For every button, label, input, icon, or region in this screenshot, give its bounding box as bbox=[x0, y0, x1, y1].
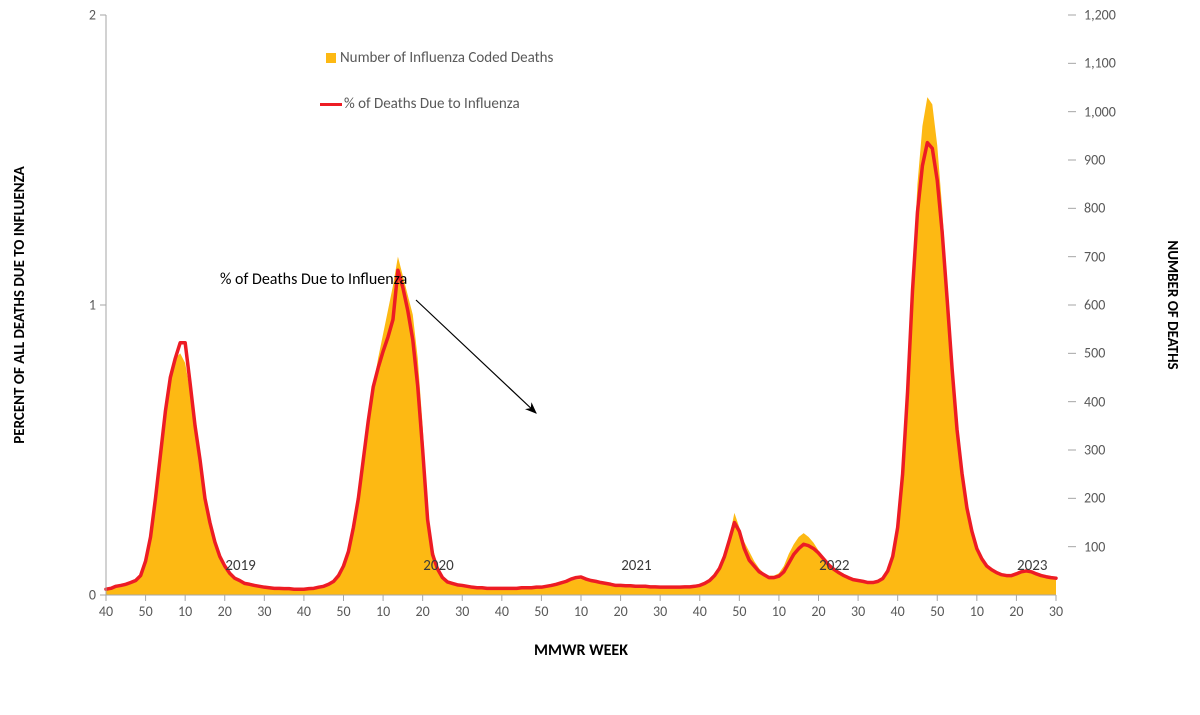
x-tick-label: 30 bbox=[257, 603, 271, 620]
legend-swatch-line bbox=[320, 103, 342, 106]
year-label: 2022 bbox=[819, 557, 849, 575]
x-tick-label: 40 bbox=[297, 603, 311, 620]
x-tick-label: 20 bbox=[1009, 603, 1023, 620]
y1-tick-label: 2 bbox=[89, 7, 96, 24]
x-axis-label: MMWR WEEK bbox=[534, 641, 628, 660]
x-tick-label: 40 bbox=[693, 603, 707, 620]
year-label: 2020 bbox=[423, 557, 453, 575]
y2-tick-label: 100 bbox=[1084, 538, 1105, 555]
legend-item: % of Deaths Due to Influenza bbox=[326, 95, 553, 113]
x-tick-label: 30 bbox=[1049, 603, 1063, 620]
x-tick-label: 30 bbox=[653, 603, 667, 620]
y2-tick-label: 300 bbox=[1084, 442, 1105, 459]
area-series bbox=[106, 97, 1056, 595]
y2-tick-label: 400 bbox=[1084, 393, 1105, 410]
y2-tick-label: 200 bbox=[1084, 490, 1105, 507]
x-tick-label: 20 bbox=[416, 603, 430, 620]
x-tick-label: 20 bbox=[613, 603, 627, 620]
y2-tick-label: 600 bbox=[1084, 297, 1105, 314]
legend-item: Number of Influenza Coded Deaths bbox=[326, 49, 553, 67]
plot-area: 4050102030405010203040501020304050102030… bbox=[106, 15, 1056, 595]
annotation-arrow bbox=[416, 300, 536, 413]
y2-tick-label: 1,200 bbox=[1084, 7, 1116, 24]
legend-label: % of Deaths Due to Influenza bbox=[344, 95, 520, 113]
x-tick-label: 10 bbox=[376, 603, 390, 620]
x-tick-label: 10 bbox=[178, 603, 192, 620]
year-label: 2019 bbox=[225, 557, 255, 575]
x-tick-label: 10 bbox=[970, 603, 984, 620]
y1-tick-label: 1 bbox=[89, 297, 96, 314]
x-tick-label: 10 bbox=[574, 603, 588, 620]
y1-axis-label: PERCENT OF ALL DEATHS DUE TO INFLUENZA bbox=[11, 166, 29, 443]
y2-axis-label: NUMBER OF DEATHS bbox=[1163, 240, 1181, 369]
y2-tick-label: 900 bbox=[1084, 152, 1105, 169]
plot-svg bbox=[106, 15, 1056, 595]
x-tick-label: 20 bbox=[811, 603, 825, 620]
legend-swatch-area bbox=[326, 53, 336, 63]
y2-tick-label: 800 bbox=[1084, 200, 1105, 217]
x-tick-label: 30 bbox=[851, 603, 865, 620]
y2-tick-label: 700 bbox=[1084, 248, 1105, 265]
annotation-text: % of Deaths Due to Influenza bbox=[220, 270, 407, 289]
x-tick-label: 50 bbox=[336, 603, 350, 620]
y2-tick-label: 500 bbox=[1084, 345, 1105, 362]
legend-label: Number of Influenza Coded Deaths bbox=[340, 49, 553, 67]
chart-container: 4050102030405010203040501020304050102030… bbox=[0, 0, 1200, 715]
x-tick-label: 50 bbox=[534, 603, 548, 620]
x-tick-label: 40 bbox=[495, 603, 509, 620]
x-tick-label: 30 bbox=[455, 603, 469, 620]
year-label: 2021 bbox=[621, 557, 651, 575]
y1-tick-label: 0 bbox=[89, 587, 96, 604]
y2-tick-label: 1,100 bbox=[1084, 55, 1116, 72]
x-tick-label: 10 bbox=[772, 603, 786, 620]
x-tick-label: 50 bbox=[930, 603, 944, 620]
year-label: 2023 bbox=[1017, 557, 1047, 575]
x-tick-label: 40 bbox=[99, 603, 113, 620]
legend: Number of Influenza Coded Deaths % of Dea… bbox=[326, 49, 553, 141]
x-tick-label: 20 bbox=[218, 603, 232, 620]
x-tick-label: 50 bbox=[732, 603, 746, 620]
x-tick-label: 40 bbox=[891, 603, 905, 620]
y2-tick-label: 1,000 bbox=[1084, 103, 1116, 120]
x-tick-label: 50 bbox=[138, 603, 152, 620]
